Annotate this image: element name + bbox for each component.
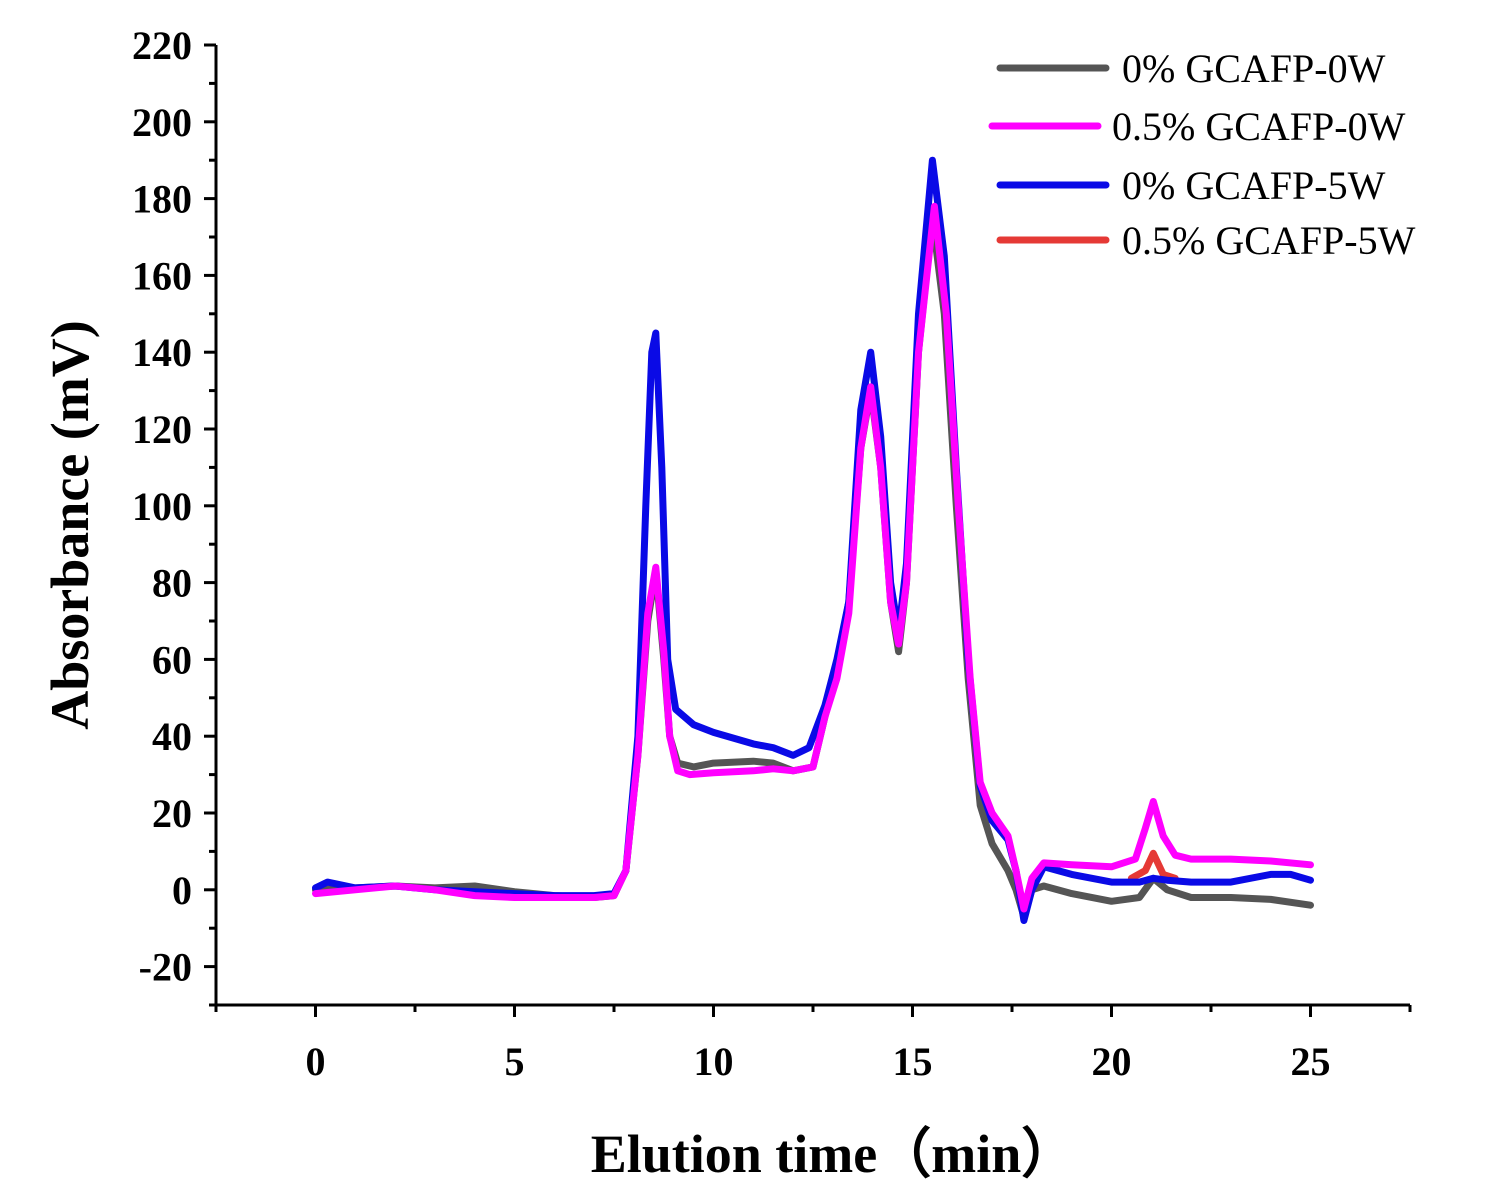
series-line-0pct-gcafp-0w <box>312 214 1314 921</box>
y-axis-ticks: -20 0 20 40 60 80 100 120 140 160 180 200 220 <box>132 23 216 1007</box>
y-tick-label: 140 <box>132 330 192 375</box>
legend-label-2: 0% GCAFP-5W <box>1122 163 1386 208</box>
y-tick-label: 80 <box>152 561 192 606</box>
y-axis-title: Absorbance (mV) <box>40 320 100 729</box>
x-tick-label: 25 <box>1291 1039 1331 1084</box>
x-tick-label: 10 <box>694 1039 734 1084</box>
legend: 0% GCAFP-0W 0.5% GCAFP-0W 0% GCAFP-5W 0.… <box>988 46 1416 263</box>
y-tick-label: 180 <box>132 177 192 222</box>
series-line-0pct-gcafp-5w <box>312 156 1314 924</box>
x-tick-label: 5 <box>505 1039 525 1084</box>
series-line-0p5pct-gcafp-0w <box>312 202 1314 913</box>
y-tick-label: 40 <box>152 714 192 759</box>
series-line-0p5pct-gcafp-5w <box>1127 849 1179 882</box>
y-tick-label: -20 <box>139 945 192 990</box>
x-axis-ticks: 0 5 10 15 20 25 <box>214 1005 1412 1084</box>
x-axis-title: Elution time（min） <box>591 1124 1076 1184</box>
y-tick-label: 20 <box>152 791 192 836</box>
x-tick-label: 15 <box>893 1039 933 1084</box>
series-lines <box>312 156 1314 924</box>
y-tick-label: 220 <box>132 23 192 68</box>
y-tick-label: 160 <box>132 253 192 298</box>
legend-label-3: 0.5% GCAFP-5W <box>1122 218 1416 263</box>
legend-label-0: 0% GCAFP-0W <box>1122 46 1386 91</box>
legend-label-1: 0.5% GCAFP-0W <box>1112 104 1406 149</box>
y-tick-label: 120 <box>132 407 192 452</box>
x-tick-label: 0 <box>306 1039 326 1084</box>
y-tick-label: 100 <box>132 484 192 529</box>
y-tick-label: 200 <box>132 100 192 145</box>
x-tick-label: 20 <box>1092 1039 1132 1084</box>
y-tick-label: 60 <box>152 637 192 682</box>
y-tick-label: 0 <box>172 868 192 913</box>
